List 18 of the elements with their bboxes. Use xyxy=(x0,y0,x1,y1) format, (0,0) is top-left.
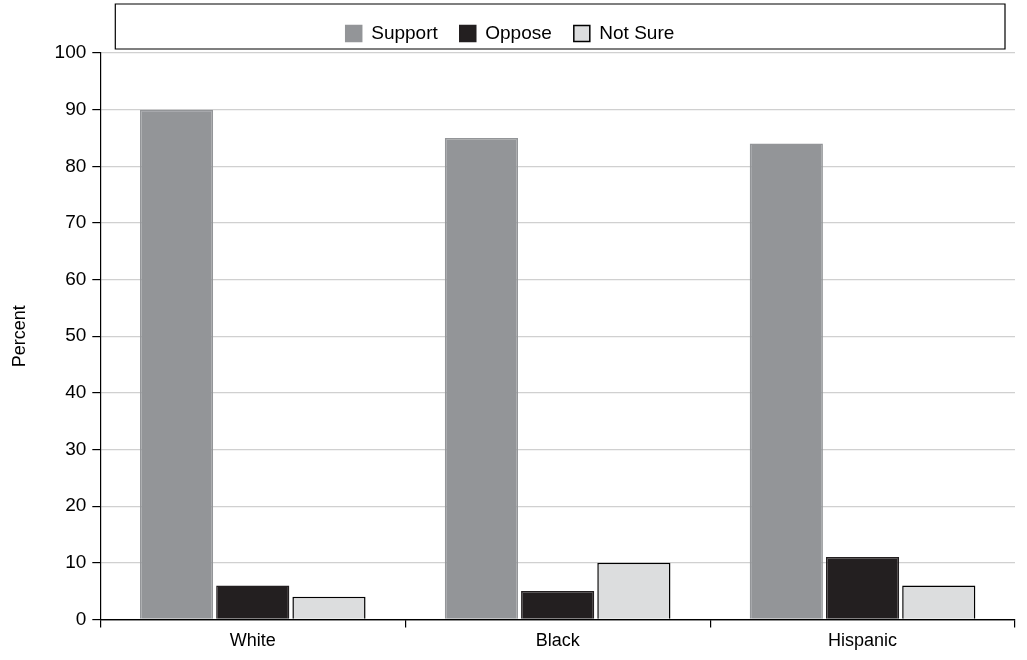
y-tick-label: 80 xyxy=(65,154,87,176)
legend-label: Not Sure xyxy=(599,21,675,43)
y-tick-label: 90 xyxy=(65,97,87,119)
y-axis-title: Percent xyxy=(8,305,29,368)
x-tick-label: Hispanic xyxy=(828,630,898,651)
y-tick-label: 50 xyxy=(65,324,87,346)
y-tick-label: 70 xyxy=(65,211,87,233)
legend-label: Support xyxy=(371,21,439,43)
y-tick-label: 100 xyxy=(54,41,87,63)
x-tick-label: Black xyxy=(535,630,581,651)
y-tick-label: 30 xyxy=(65,437,87,459)
legend-label: Oppose xyxy=(485,21,552,43)
y-tick-label: 0 xyxy=(75,607,87,629)
y-tick-label: 40 xyxy=(65,381,87,403)
y-tick-label: 20 xyxy=(65,494,87,516)
x-tick-label: White xyxy=(229,630,276,651)
y-tick-label: 10 xyxy=(65,550,87,572)
y-tick-label: 60 xyxy=(65,267,87,289)
